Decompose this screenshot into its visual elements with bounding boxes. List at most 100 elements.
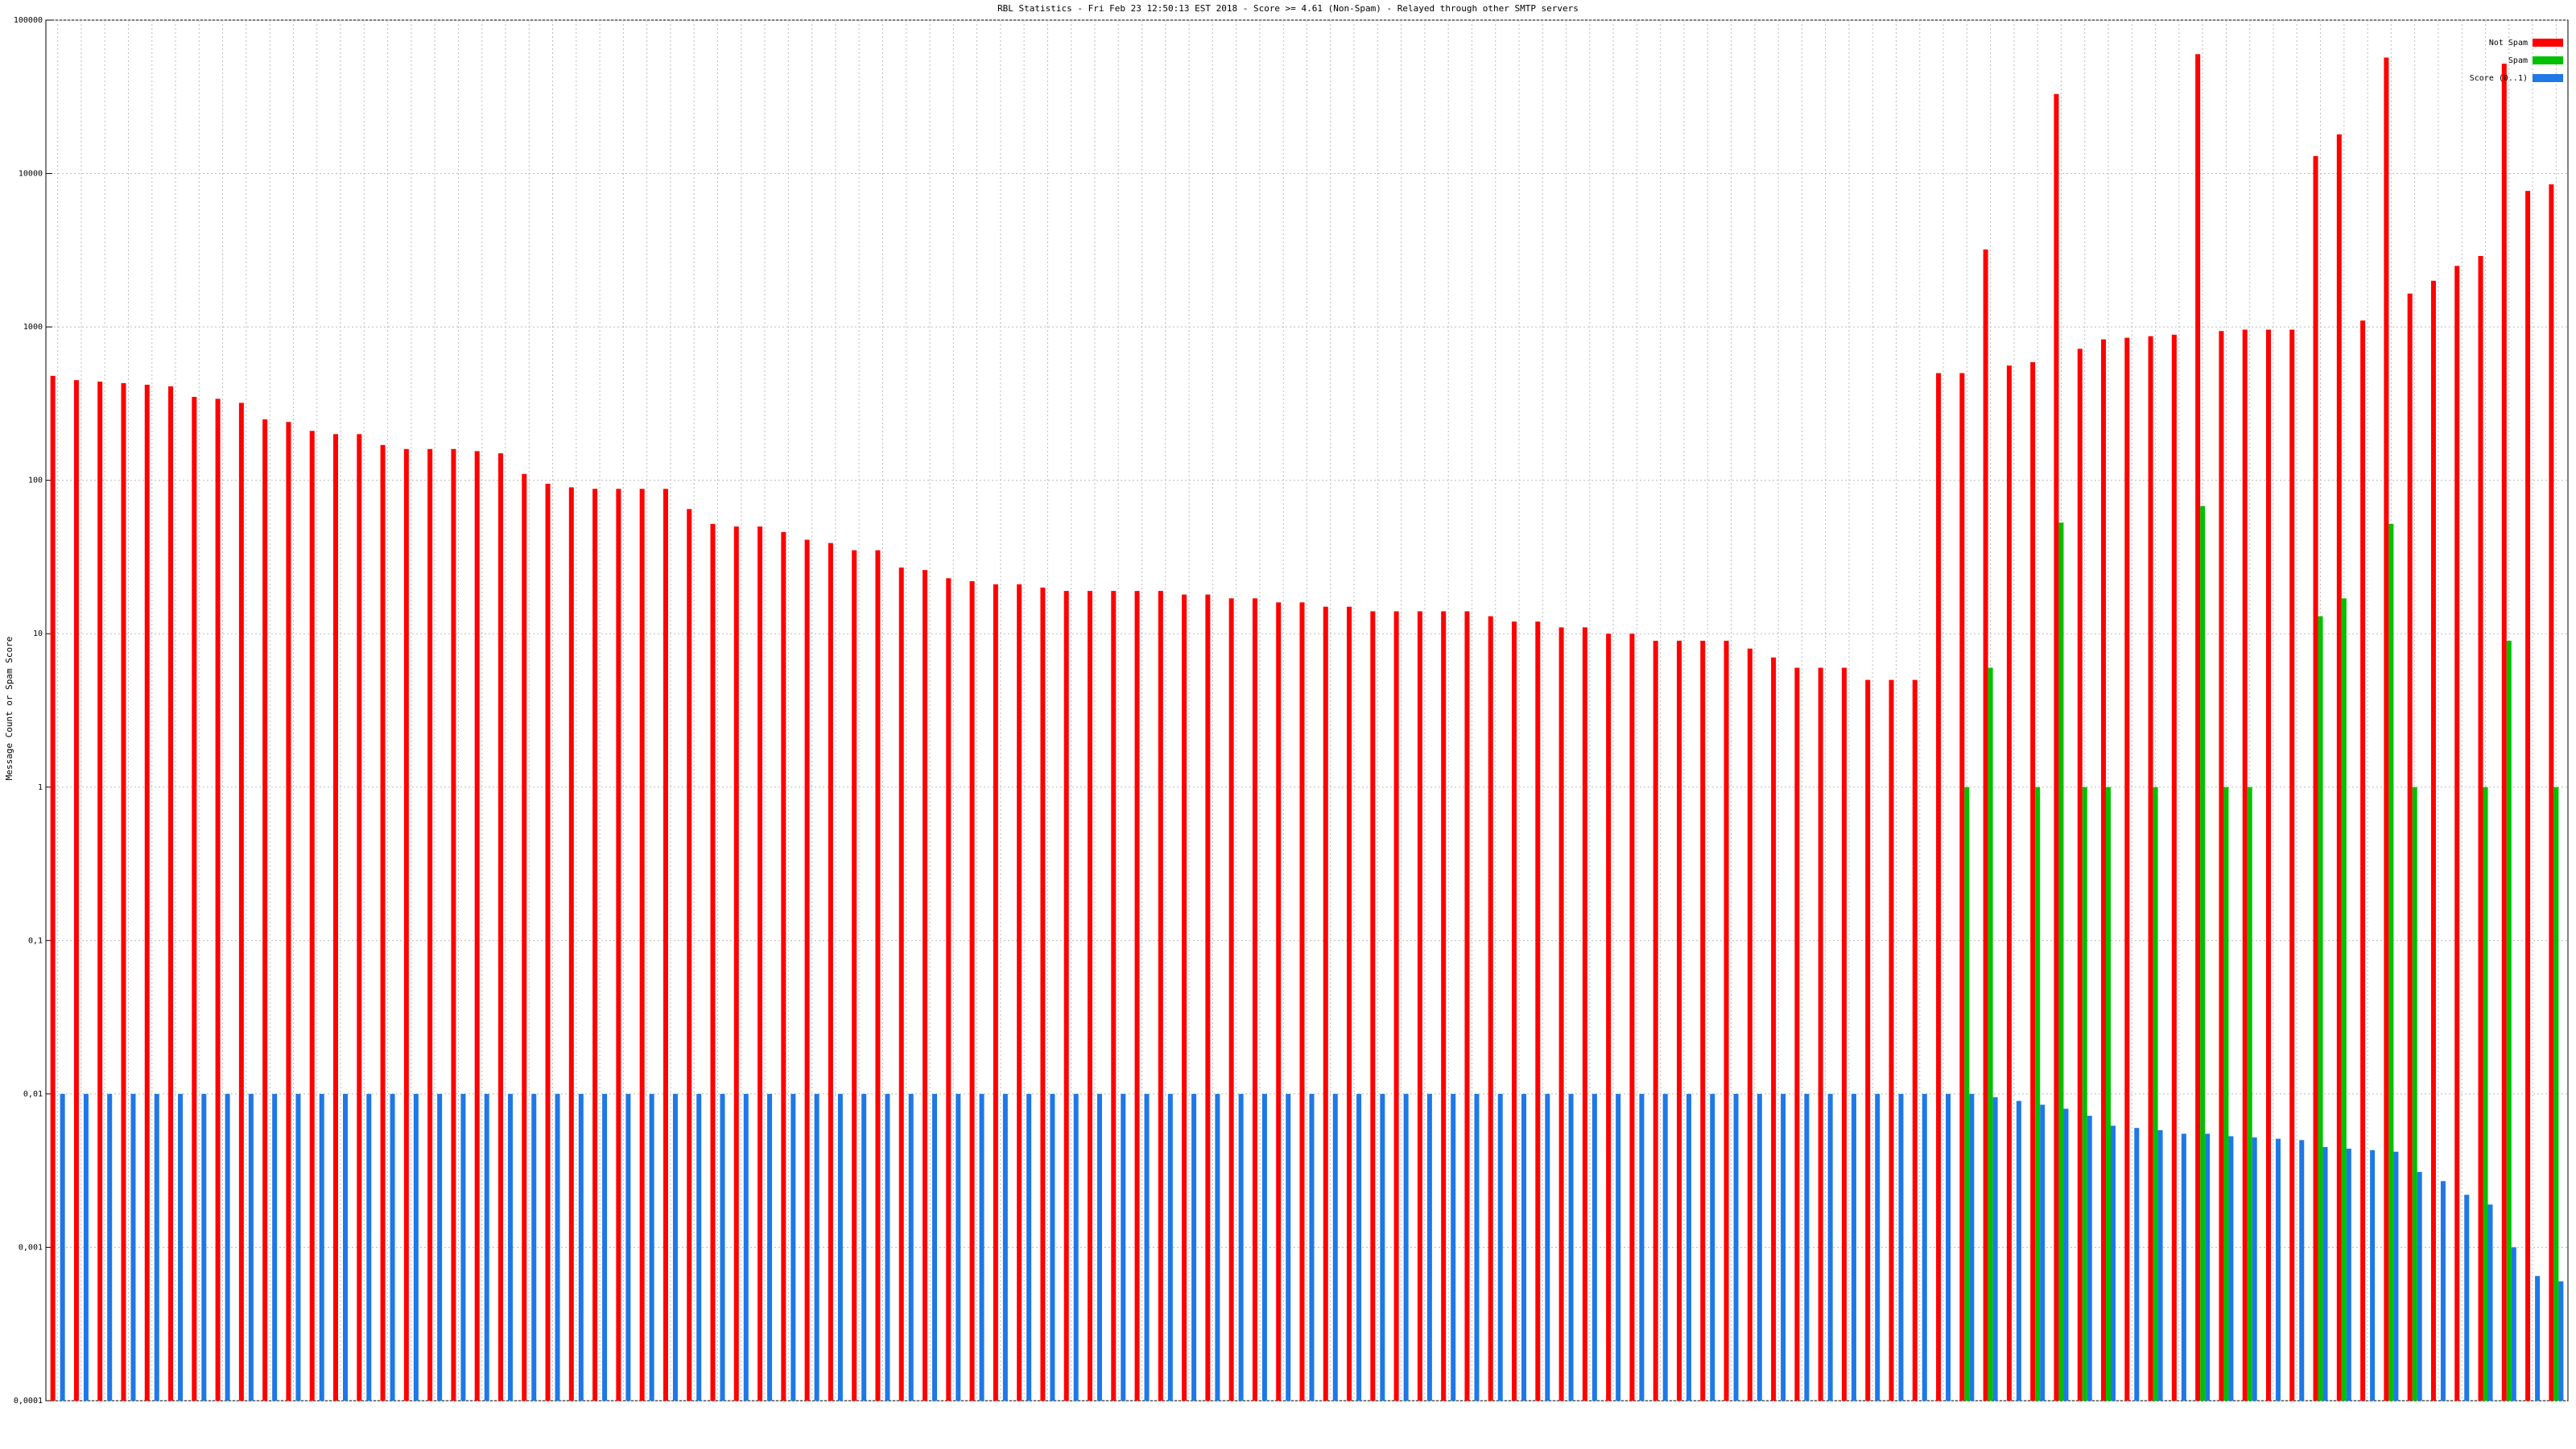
bar	[2346, 1148, 2351, 1401]
bar	[767, 1093, 773, 1401]
bar	[1747, 648, 1752, 1401]
bar	[2501, 64, 2507, 1401]
bar	[885, 1093, 890, 1401]
bar	[1568, 1093, 1574, 1401]
bar	[2054, 93, 2059, 1401]
bar	[602, 1093, 608, 1401]
bar	[1134, 591, 1140, 1401]
bar	[1591, 1093, 1597, 1401]
bar	[1002, 1093, 1008, 1401]
bar	[687, 509, 692, 1401]
y-tick-label: 0,1	[28, 936, 43, 945]
bar	[2077, 349, 2083, 1401]
bar	[2464, 1195, 2470, 1401]
bar	[121, 382, 126, 1402]
bar	[319, 1093, 324, 1401]
bar	[168, 386, 174, 1401]
bar	[1851, 1093, 1856, 1401]
bar	[1781, 1093, 1786, 1401]
bar	[2205, 1133, 2211, 1401]
legend-label: Spam	[2508, 56, 2528, 65]
bar	[1276, 602, 1282, 1401]
bar	[2124, 337, 2130, 1401]
bar	[956, 1093, 961, 1401]
bar	[2157, 1129, 2163, 1401]
bar	[1026, 1093, 1032, 1401]
bar	[1959, 373, 1965, 1401]
bar	[2313, 155, 2318, 1401]
bar	[1370, 611, 1376, 1401]
legend-swatch	[2533, 74, 2563, 82]
bar	[2111, 1125, 2116, 1401]
bar	[60, 1093, 65, 1401]
bar	[1323, 606, 1328, 1401]
bar	[1922, 1093, 1927, 1401]
bar	[781, 531, 786, 1401]
bar	[2242, 329, 2248, 1401]
bar	[2101, 339, 2107, 1401]
bar	[1653, 640, 1658, 1401]
bar	[2016, 1100, 2021, 1401]
bar	[2299, 1140, 2305, 1401]
bar	[1841, 667, 1847, 1401]
bar	[1983, 249, 1988, 1401]
bar	[144, 384, 150, 1401]
bar	[2030, 361, 2036, 1402]
bar	[107, 1093, 113, 1401]
bar	[578, 1093, 584, 1401]
bar	[2252, 1137, 2257, 1401]
bar	[154, 1093, 159, 1401]
bar	[2181, 1133, 2186, 1401]
bar	[2558, 1281, 2564, 1401]
bar	[2035, 786, 2041, 1401]
bar	[437, 1093, 443, 1401]
bar	[1403, 1093, 1409, 1401]
bar	[1087, 591, 1092, 1401]
bar	[333, 434, 339, 1401]
bar	[460, 1093, 466, 1401]
bar	[2153, 786, 2158, 1401]
bar	[380, 444, 386, 1401]
bar	[238, 402, 244, 1402]
bar	[248, 1093, 254, 1401]
bar	[1451, 1093, 1456, 1401]
y-tick-label: 0,0001	[14, 1397, 43, 1406]
bar	[946, 578, 952, 1401]
bar	[1393, 611, 1399, 1401]
legend-label: Not Spam	[2489, 39, 2528, 47]
bar	[1380, 1093, 1385, 1401]
bar	[568, 487, 574, 1401]
bar	[993, 584, 998, 1401]
y-axis-label: Message Count or Spam Score	[4, 637, 14, 781]
chart-title: RBL Statistics - Fri Feb 23 12:50:13 EST…	[997, 3, 1579, 14]
bar	[1639, 1093, 1645, 1401]
bar	[2393, 1151, 2399, 1401]
bar	[2195, 54, 2201, 1401]
bar	[1356, 1093, 1362, 1401]
bar	[1988, 667, 1993, 1401]
bar	[791, 1093, 796, 1401]
bar	[2360, 320, 2366, 1401]
bar	[1238, 1093, 1244, 1401]
bar	[130, 1093, 136, 1401]
bar	[1286, 1093, 1291, 1401]
bar	[2549, 184, 2554, 1402]
bar	[2275, 1138, 2281, 1401]
bar	[178, 1093, 184, 1401]
bar	[663, 489, 668, 1401]
bar	[1724, 640, 1729, 1401]
bar	[2440, 1181, 2446, 1401]
bar	[1158, 591, 1163, 1401]
bar	[2058, 522, 2064, 1401]
bar	[1662, 1093, 1668, 1401]
y-tick-label: 10	[33, 630, 43, 638]
bar	[309, 431, 315, 1401]
bar	[1417, 611, 1422, 1401]
bar	[1299, 602, 1305, 1401]
bar	[837, 1093, 843, 1401]
bar	[1946, 1093, 1951, 1401]
bar	[1017, 584, 1022, 1401]
bar	[1261, 1093, 1267, 1401]
bar	[2483, 786, 2488, 1401]
